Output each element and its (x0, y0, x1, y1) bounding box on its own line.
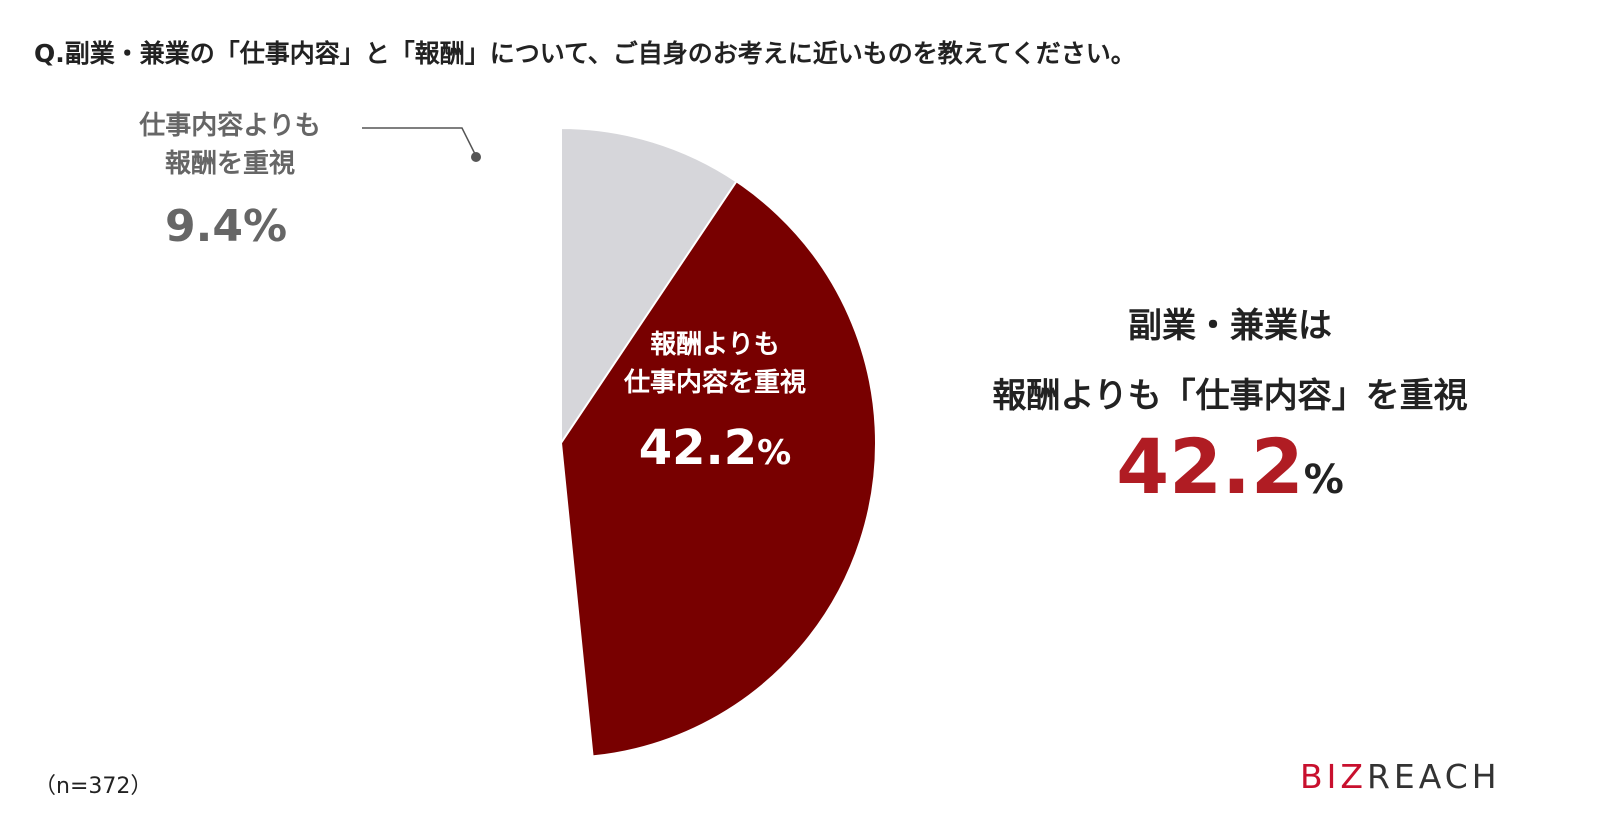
key-finding-line1: 副業・兼業は (1128, 306, 1332, 346)
slice-label-text: 報酬を重視 (164, 149, 295, 179)
chart-title: Q.副業・兼業の「仕事内容」と「報酬」について、ご自身のお考えに近いものを教えて… (34, 39, 1136, 68)
bizreach-logo: BIZREACH (1300, 757, 1501, 796)
slice-label-text: 報酬よりも (650, 330, 780, 360)
slice-label-both-equal: 仕事内容も報酬も 同程度重要 48.4% (262, 418, 532, 568)
leader-line (362, 127, 477, 157)
key-finding-line2: 報酬よりも「仕事内容」を重視 (992, 376, 1468, 416)
leader-dot (471, 152, 481, 162)
pie-slice-pay-focus (560, 126, 738, 447)
slice-label-pay-focus: 仕事内容よりも 報酬を重視 9.4% (110, 107, 350, 252)
slice-label-reward-focus: 報酬よりも 仕事内容を重視 42.2% (600, 326, 830, 476)
key-finding-value: 42.2% (1116, 422, 1344, 511)
slice-label-text: 仕事内容も報酬も (292, 422, 501, 452)
slice-value: 48.4% (313, 512, 481, 568)
slice-value: 42.2% (638, 420, 792, 476)
slice-label-text: 仕事内容を重視 (623, 368, 806, 398)
key-finding: 副業・兼業は 報酬よりも「仕事内容」を重視 42.2% (920, 300, 1540, 525)
slice-label-text: 仕事内容よりも (139, 111, 321, 141)
slice-label-text: 同程度重要 (331, 460, 462, 490)
slice-value: 9.4% (165, 201, 288, 252)
sample-size-note: （n=372） (34, 774, 153, 799)
